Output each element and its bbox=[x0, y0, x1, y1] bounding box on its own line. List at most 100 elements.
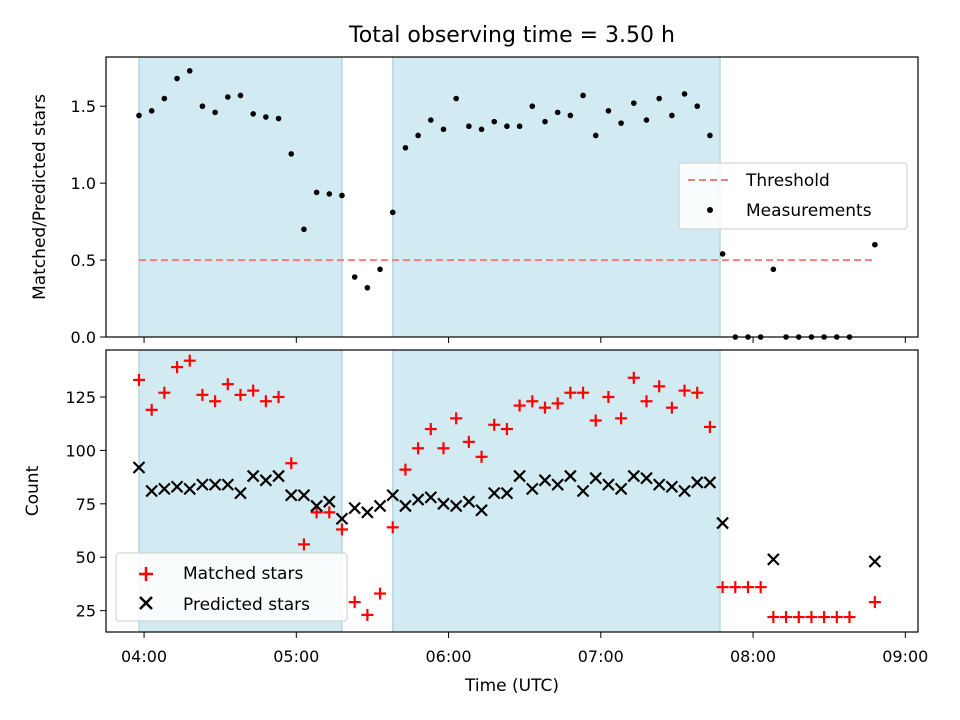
measurement-point bbox=[554, 109, 561, 116]
count-panel-legend: Matched stars Predicted stars bbox=[115, 552, 348, 622]
matched-star-point bbox=[500, 423, 513, 436]
measurement-point bbox=[237, 92, 244, 99]
measurement-point bbox=[529, 103, 536, 110]
matched-star-point bbox=[335, 523, 348, 536]
matched-star-point bbox=[209, 395, 222, 408]
measurement-point bbox=[643, 117, 650, 123]
legend-threshold-label: Threshold bbox=[745, 171, 830, 191]
matched-star-point bbox=[386, 521, 399, 534]
predicted-star-point bbox=[652, 478, 666, 491]
ratio-panel: 0.0 0.5 1.0 1.5 Matched/Predicted stars Thr… bbox=[30, 56, 919, 347]
measurement-point bbox=[415, 132, 421, 139]
matched-star-point bbox=[729, 581, 742, 594]
predicted-star-point bbox=[678, 484, 691, 498]
predicted-star-point bbox=[500, 486, 514, 500]
y-tick-label: 0.0 bbox=[71, 328, 96, 347]
measurement-point bbox=[186, 68, 193, 74]
predicted-star-point bbox=[297, 488, 311, 502]
predicted-star-point bbox=[132, 461, 146, 474]
legend-matched-swatch bbox=[139, 567, 153, 581]
measurement-point bbox=[212, 109, 218, 116]
predicted-star-point bbox=[487, 486, 501, 500]
predicted-star-point bbox=[386, 488, 400, 502]
predicted-star-point bbox=[373, 499, 387, 513]
predicted-star-point bbox=[310, 499, 323, 513]
matched-star-point bbox=[818, 611, 831, 624]
matched-star-point bbox=[171, 361, 184, 374]
legend-measurements-swatch bbox=[707, 207, 713, 213]
matched-star-point bbox=[627, 371, 640, 384]
matched-star-point bbox=[564, 386, 577, 399]
predicted-star-point bbox=[703, 476, 717, 489]
measurement-point bbox=[402, 144, 409, 151]
matched-star-point bbox=[462, 435, 475, 448]
x-tick-label: 07:00 bbox=[578, 647, 624, 666]
matched-stars-points bbox=[132, 354, 881, 624]
count-panel: 25 50 75 100 125 04:00 05:00 06:00 07:00 08:00 09:… bbox=[23, 349, 928, 696]
matched-star-point bbox=[424, 423, 437, 436]
predicted-star-point bbox=[589, 471, 603, 485]
x-tick-label: 08:00 bbox=[730, 647, 776, 666]
chart-title: Total observing time = 3.50 h bbox=[348, 23, 675, 48]
matched-star-point bbox=[526, 395, 539, 408]
matched-star-point bbox=[513, 399, 526, 412]
ratio-panel-ylabel: Matched/Predicted stars bbox=[30, 94, 50, 300]
matched-star-point bbox=[843, 611, 856, 624]
matched-star-point bbox=[792, 611, 805, 624]
matched-star-point bbox=[437, 442, 450, 455]
matched-star-point bbox=[703, 420, 716, 433]
matched-star-point bbox=[868, 596, 881, 609]
measurement-point bbox=[199, 103, 206, 110]
measurement-point bbox=[389, 209, 396, 216]
matched-star-point bbox=[145, 403, 158, 416]
predicted-star-point bbox=[335, 512, 349, 526]
predicted-star-point bbox=[259, 474, 273, 487]
ratio-panel-axes: 0.0 0.5 1.0 1.5 bbox=[71, 97, 906, 347]
matched-star-point bbox=[158, 386, 171, 399]
matched-star-point bbox=[247, 384, 260, 397]
matched-star-point bbox=[678, 384, 691, 397]
measurement-point bbox=[542, 118, 548, 125]
predicted-star-point bbox=[221, 478, 235, 491]
predicted-star-point bbox=[361, 506, 374, 519]
predicted-star-point bbox=[462, 495, 476, 508]
measurement-point bbox=[631, 100, 637, 106]
measurement-point bbox=[148, 108, 155, 114]
measurement-point bbox=[313, 189, 320, 196]
y-tick-label: 75 bbox=[76, 495, 96, 514]
matched-star-point bbox=[183, 354, 196, 367]
ratio-panel-legend: Threshold Measurements bbox=[678, 162, 908, 230]
predicted-star-point bbox=[767, 553, 780, 566]
measurement-point bbox=[681, 91, 688, 97]
measurement-point bbox=[605, 108, 612, 114]
matched-star-point bbox=[374, 587, 387, 600]
predicted-star-point bbox=[475, 503, 488, 517]
y-tick-label: 1.5 bbox=[71, 97, 96, 116]
matched-star-point bbox=[805, 611, 818, 624]
shaded-interval-2 bbox=[392, 56, 721, 338]
matched-star-point bbox=[272, 391, 285, 403]
predicted-star-point bbox=[868, 555, 882, 568]
predicted-star-point bbox=[576, 484, 590, 498]
predicted-star-point bbox=[640, 471, 653, 485]
measurement-point bbox=[428, 117, 434, 123]
matched-star-point bbox=[196, 388, 209, 401]
matched-star-point bbox=[361, 608, 374, 621]
matched-star-point bbox=[259, 395, 272, 408]
y-tick-label: 25 bbox=[76, 602, 96, 621]
matched-star-point bbox=[830, 611, 843, 624]
predicted-star-point bbox=[183, 482, 197, 496]
legend-predicted-label: Predicted stars bbox=[183, 595, 310, 615]
x-axis-label: Time (UTC) bbox=[464, 676, 559, 696]
measurement-point bbox=[377, 266, 383, 273]
matched-star-point bbox=[577, 386, 590, 399]
matched-star-point bbox=[475, 450, 488, 463]
matched-star-point bbox=[221, 378, 234, 391]
predicted-star-point bbox=[323, 495, 336, 508]
predicted-star-point bbox=[602, 478, 615, 491]
matched-star-point bbox=[348, 596, 361, 609]
matched-star-point bbox=[297, 538, 310, 551]
measurement-point bbox=[770, 266, 777, 273]
predicted-star-point bbox=[246, 469, 260, 483]
